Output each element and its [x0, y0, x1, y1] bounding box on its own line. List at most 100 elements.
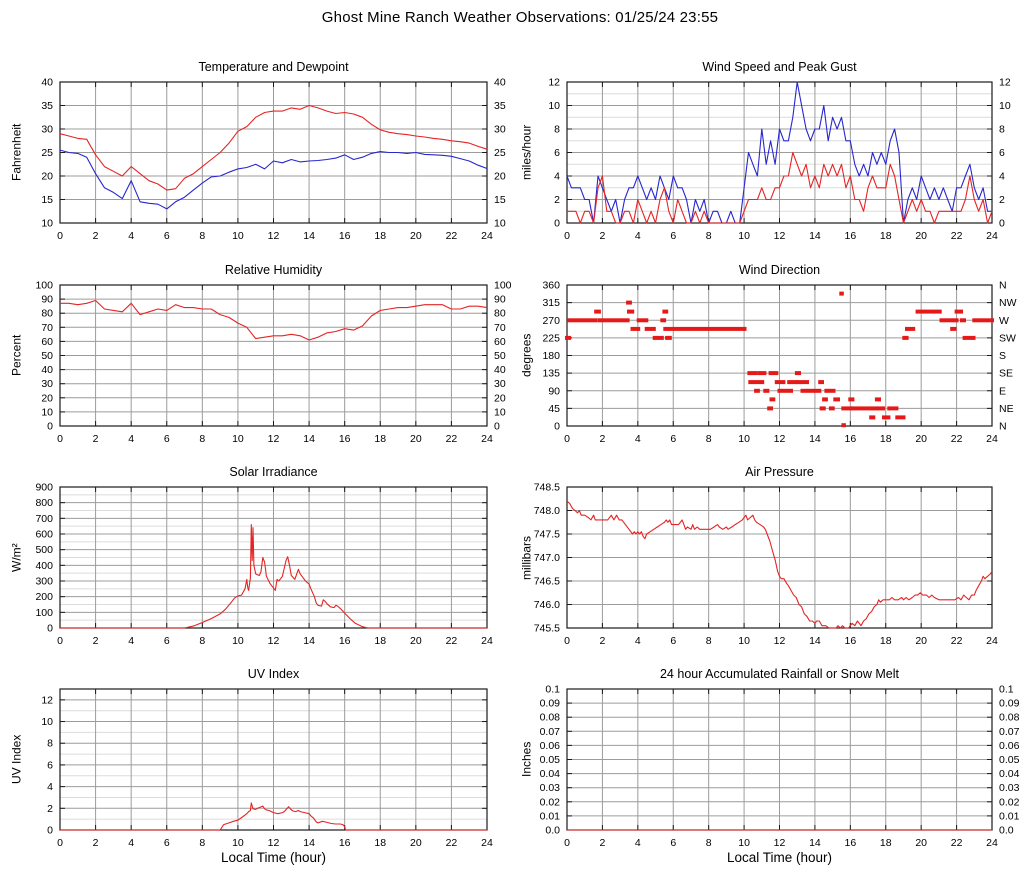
svg-text:0: 0: [494, 421, 500, 433]
svg-text:0: 0: [564, 837, 570, 849]
chart-title: Air Pressure: [745, 465, 814, 479]
svg-text:2: 2: [999, 194, 1005, 206]
svg-text:20: 20: [410, 635, 422, 647]
svg-text:8: 8: [47, 738, 53, 750]
svg-text:225: 225: [542, 332, 560, 344]
svg-text:6: 6: [999, 147, 1005, 159]
chart-solar-irradiance: Solar Irradiance W/m² 0 100 200 300 400 500 60…: [0, 460, 515, 663]
svg-text:800: 800: [35, 497, 53, 509]
svg-text:20: 20: [915, 230, 927, 242]
svg-text:600: 600: [35, 529, 53, 541]
svg-text:22: 22: [446, 837, 458, 849]
svg-text:4: 4: [128, 433, 134, 445]
svg-text:0: 0: [57, 433, 63, 445]
svg-text:747.0: 747.0: [534, 552, 560, 564]
svg-text:0: 0: [47, 421, 53, 433]
svg-text:8: 8: [706, 230, 712, 242]
svg-text:748.0: 748.0: [534, 505, 560, 517]
svg-text:135: 135: [542, 368, 560, 380]
svg-text:SW: SW: [999, 332, 1016, 344]
svg-text:12: 12: [774, 635, 786, 647]
svg-text:2: 2: [599, 433, 605, 445]
svg-text:16: 16: [339, 433, 351, 445]
svg-text:40: 40: [494, 364, 506, 376]
svg-text:900: 900: [35, 482, 53, 494]
svg-text:0.04: 0.04: [999, 768, 1020, 780]
svg-text:0.01: 0.01: [999, 810, 1020, 822]
svg-text:24: 24: [481, 433, 493, 445]
svg-text:14: 14: [809, 837, 821, 849]
svg-text:18: 18: [880, 837, 892, 849]
svg-text:6: 6: [670, 230, 676, 242]
svg-text:2: 2: [599, 230, 605, 242]
svg-text:0.03: 0.03: [540, 782, 561, 794]
svg-text:4: 4: [47, 781, 53, 793]
svg-text:W: W: [999, 315, 1009, 327]
svg-text:12: 12: [774, 230, 786, 242]
svg-text:200: 200: [35, 591, 53, 603]
svg-text:0: 0: [554, 421, 560, 433]
svg-text:0: 0: [564, 230, 570, 242]
svg-text:90: 90: [494, 294, 506, 306]
svg-text:S: S: [999, 350, 1006, 362]
svg-text:0.09: 0.09: [999, 698, 1020, 710]
svg-text:8: 8: [199, 230, 205, 242]
x-axis-label: Local Time (hour): [220, 850, 327, 865]
svg-text:100: 100: [35, 280, 53, 292]
svg-text:E: E: [999, 385, 1006, 397]
svg-text:746.0: 746.0: [534, 599, 560, 611]
svg-text:70: 70: [494, 322, 506, 334]
chart-wind-direction: Wind Direction degrees 0 N 45 NE 90 E 135 SE 180…: [515, 258, 1027, 461]
svg-text:0.01: 0.01: [540, 810, 561, 822]
svg-text:20: 20: [494, 171, 506, 183]
svg-text:20: 20: [494, 392, 506, 404]
svg-text:6: 6: [670, 635, 676, 647]
svg-text:10: 10: [738, 230, 750, 242]
svg-text:6: 6: [164, 837, 170, 849]
svg-text:10: 10: [999, 100, 1011, 112]
svg-text:20: 20: [41, 392, 53, 404]
svg-text:16: 16: [339, 230, 351, 242]
svg-text:2: 2: [599, 837, 605, 849]
chart-title: Relative Humidity: [224, 263, 323, 277]
svg-text:12: 12: [41, 694, 53, 706]
x-axis-label: Local Time (hour): [726, 850, 833, 865]
svg-text:15: 15: [41, 194, 53, 206]
svg-text:8: 8: [199, 837, 205, 849]
svg-text:747.5: 747.5: [534, 529, 560, 541]
svg-text:NW: NW: [999, 297, 1017, 309]
svg-text:16: 16: [339, 635, 351, 647]
svg-text:20: 20: [41, 171, 53, 183]
svg-text:10: 10: [41, 406, 53, 418]
svg-text:0.05: 0.05: [540, 754, 561, 766]
svg-text:0.08: 0.08: [540, 712, 561, 724]
svg-text:15: 15: [494, 194, 506, 206]
svg-text:14: 14: [809, 433, 821, 445]
svg-text:4: 4: [128, 230, 134, 242]
svg-text:2: 2: [93, 635, 99, 647]
svg-text:4: 4: [128, 837, 134, 849]
svg-text:18: 18: [374, 837, 386, 849]
svg-text:0.06: 0.06: [999, 740, 1020, 752]
svg-text:14: 14: [303, 230, 315, 242]
svg-text:0.07: 0.07: [540, 726, 561, 738]
svg-text:45: 45: [548, 403, 560, 415]
svg-text:14: 14: [303, 837, 315, 849]
svg-text:300: 300: [35, 576, 53, 588]
svg-text:50: 50: [494, 350, 506, 362]
svg-text:16: 16: [844, 433, 856, 445]
svg-text:0: 0: [47, 623, 53, 635]
svg-text:20: 20: [410, 433, 422, 445]
svg-text:0.03: 0.03: [999, 782, 1020, 794]
svg-text:10: 10: [494, 218, 506, 230]
chart-uv-index: UV Index UV Index 0 2 4 6 8 10 12 0 2 4 6 8 10 12 14 16…: [0, 662, 515, 865]
svg-text:748.5: 748.5: [534, 482, 560, 494]
svg-text:12: 12: [268, 433, 280, 445]
svg-text:500: 500: [35, 544, 53, 556]
svg-text:2: 2: [93, 837, 99, 849]
